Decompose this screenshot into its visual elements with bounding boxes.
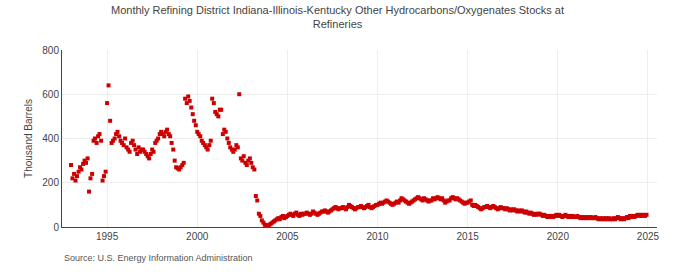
svg-text:Thousand Barrels: Thousand Barrels [23, 99, 34, 178]
svg-text:2015: 2015 [457, 231, 480, 242]
svg-text:800: 800 [42, 45, 59, 56]
svg-text:2005: 2005 [276, 231, 299, 242]
svg-text:2010: 2010 [366, 231, 389, 242]
svg-text:2025: 2025 [637, 231, 660, 242]
svg-text:Monthly Refining District Indi: Monthly Refining District Indiana-Illino… [111, 4, 564, 30]
svg-text:0: 0 [53, 222, 59, 233]
svg-text:Source: U.S. Energy Informatio: Source: U.S. Energy Information Administ… [64, 253, 253, 263]
svg-text:200: 200 [42, 177, 59, 188]
svg-text:2020: 2020 [547, 231, 570, 242]
svg-text:400: 400 [42, 133, 59, 144]
svg-text:2000: 2000 [186, 231, 209, 242]
svg-text:600: 600 [42, 89, 59, 100]
svg-text:1995: 1995 [96, 231, 119, 242]
